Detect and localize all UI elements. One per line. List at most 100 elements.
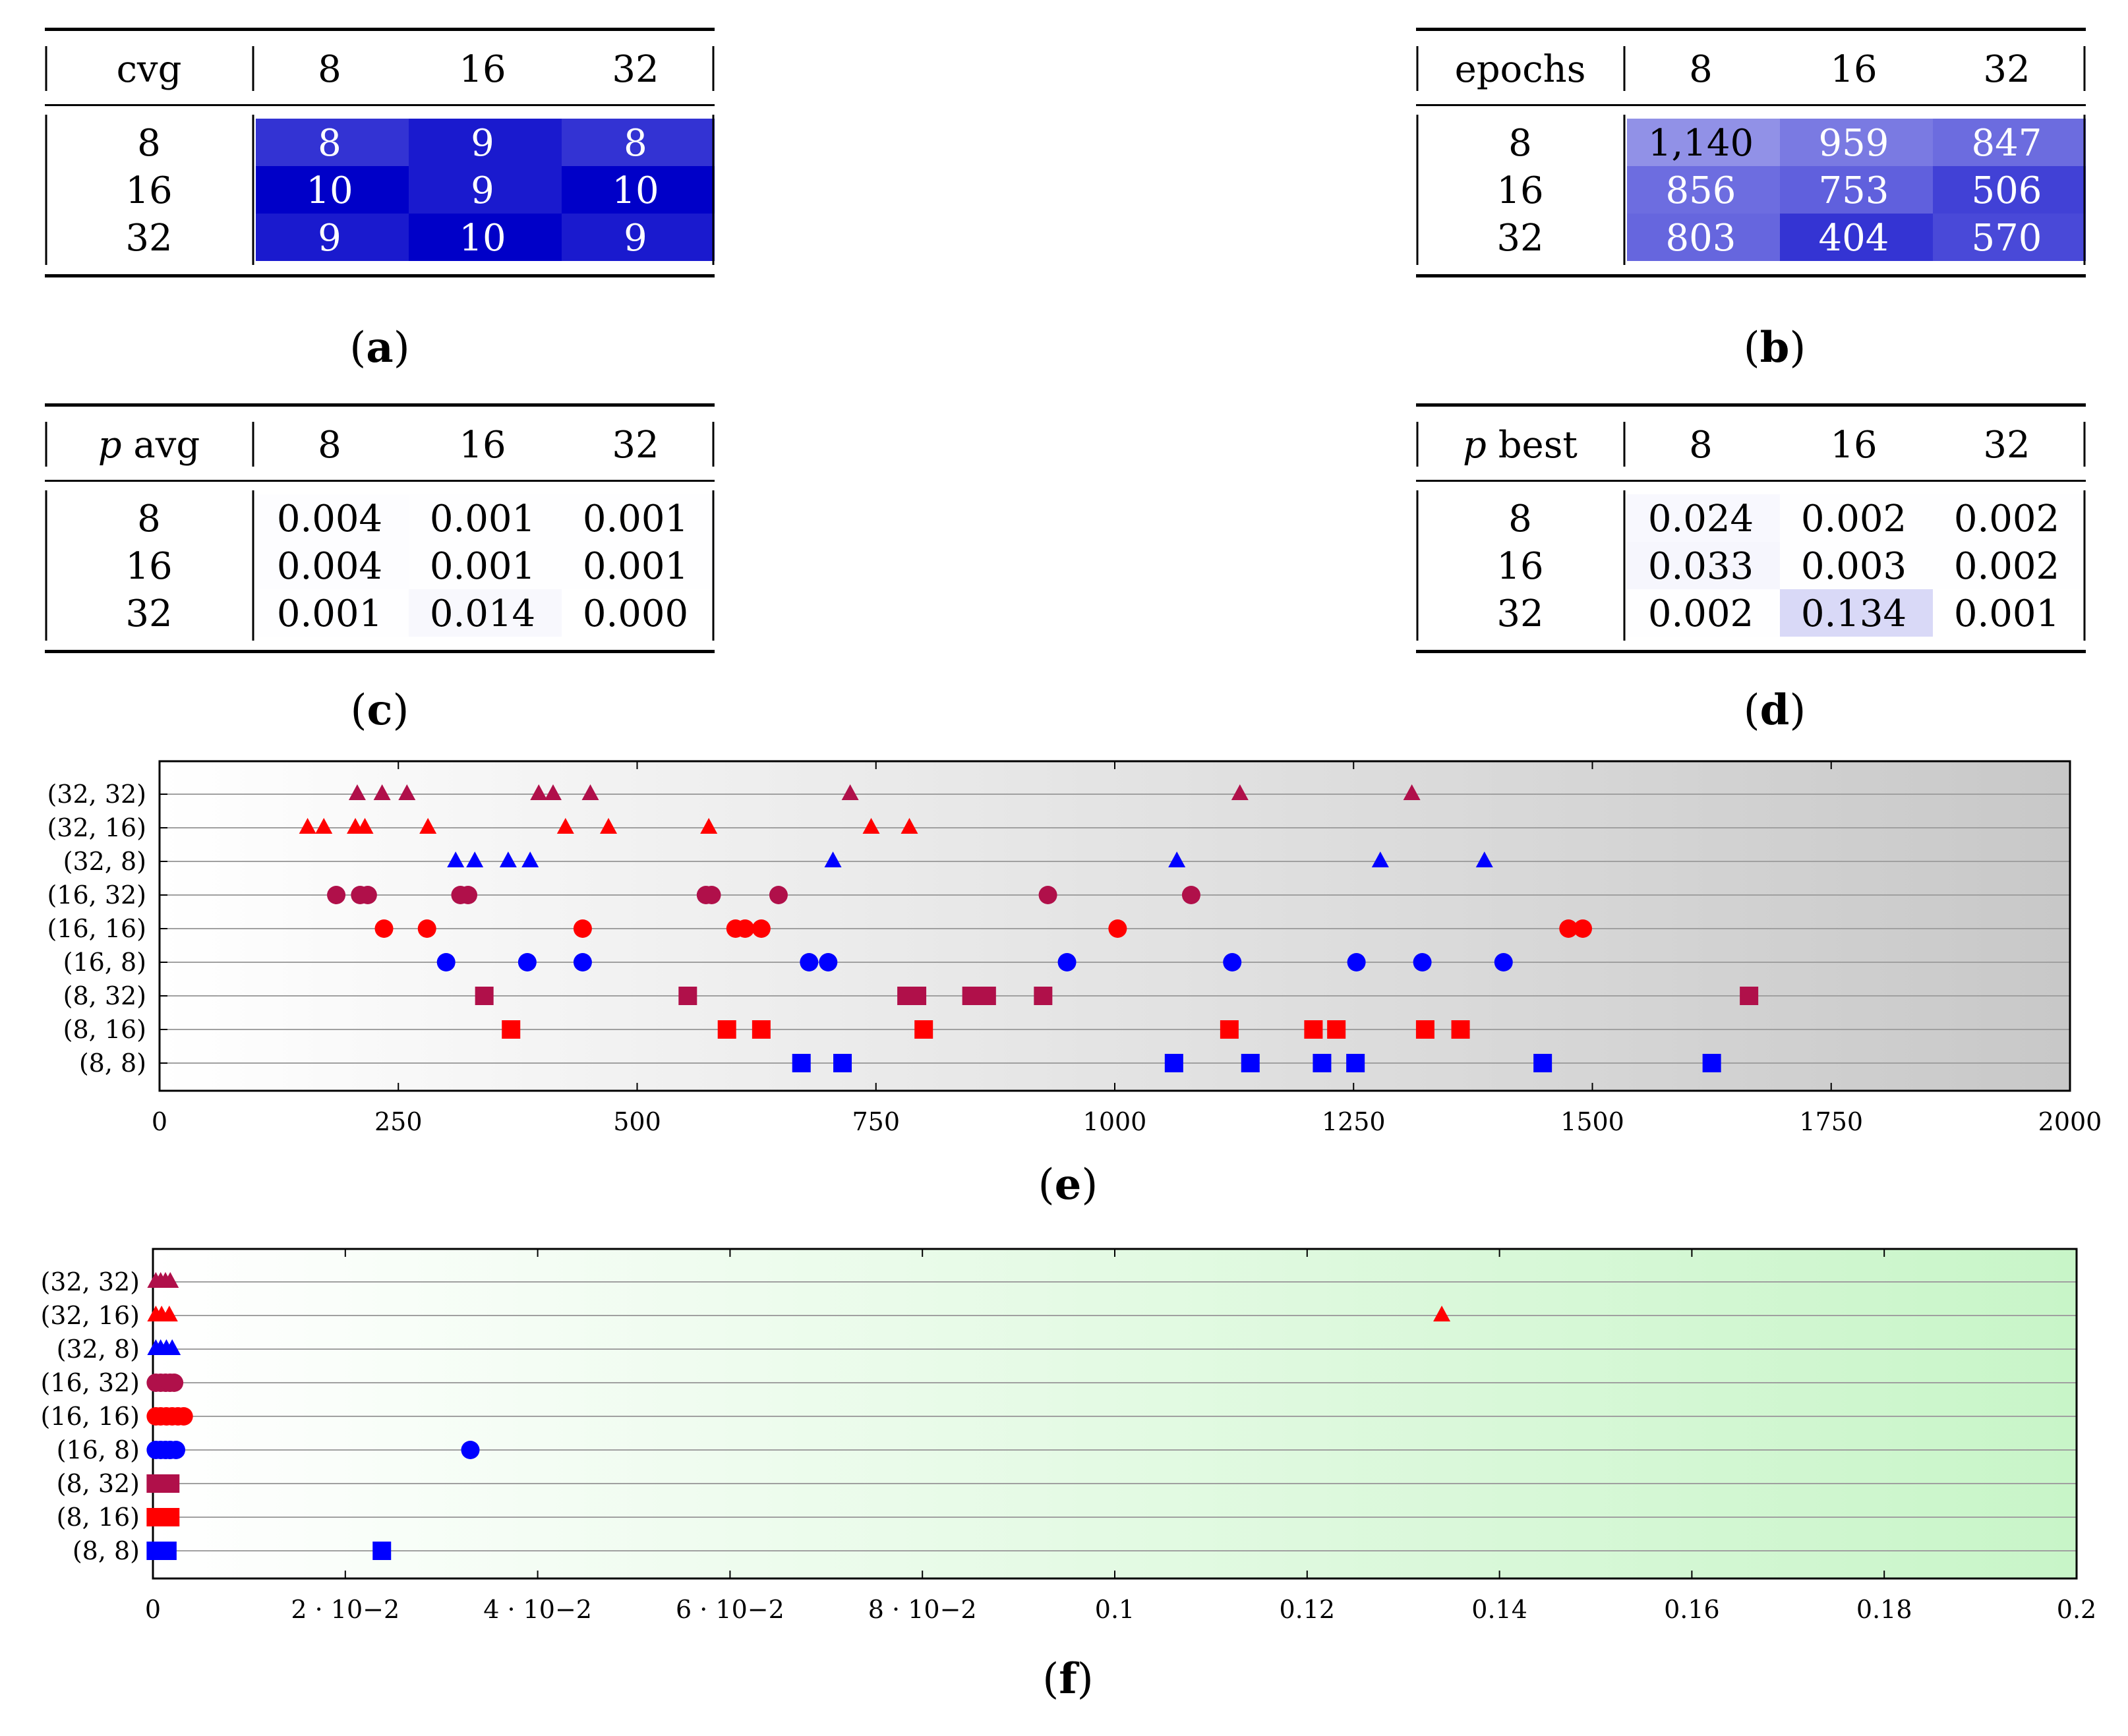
- marker-triangle: [356, 818, 374, 834]
- table-row-header: 16: [125, 169, 172, 212]
- y-tick-label: (32, 16): [40, 1301, 140, 1330]
- table-col-header: 8: [318, 48, 341, 91]
- table-cell: 404: [1819, 217, 1889, 260]
- x-tick-label: 750: [852, 1107, 900, 1136]
- marker-circle: [1559, 919, 1578, 938]
- y-tick-label: (32, 16): [47, 813, 146, 842]
- marker-circle: [374, 919, 394, 938]
- heat-cell: [256, 494, 409, 542]
- y-tick-label: (8, 16): [57, 1503, 140, 1532]
- heat-cell: [1780, 494, 1933, 542]
- table-bottom-rule: [45, 274, 715, 277]
- y-tick-label: (8, 16): [63, 1015, 146, 1044]
- heat-cell: [1780, 119, 1933, 166]
- marker-circle: [752, 919, 771, 938]
- table-corner-label: cvg: [117, 48, 182, 91]
- heat-cell: [562, 214, 715, 261]
- table-cell: 506: [1972, 169, 2042, 212]
- marker-circle: [358, 886, 377, 904]
- marker-square: [158, 1542, 177, 1560]
- table-row-header: 16: [125, 545, 172, 588]
- caption-a: (a): [349, 323, 410, 372]
- y-tick-label: (8, 8): [73, 1536, 140, 1565]
- table-cell: 0.000: [583, 593, 688, 635]
- scatter-plot-p: (32, 32) (32, 16) (32, 8) (16, 32) (16, 16) (…: [40, 1248, 2096, 1624]
- caption-f-letter: f: [1059, 1654, 1077, 1704]
- table-col-header: 32: [612, 424, 659, 467]
- marker-square: [372, 1542, 392, 1560]
- table-col-header: 16: [1830, 48, 1877, 91]
- table-cell: 847: [1972, 122, 2042, 165]
- marker-triangle: [556, 818, 574, 834]
- marker-triangle: [530, 784, 548, 800]
- table-cell: 9: [624, 217, 647, 260]
- heat-cell: [1933, 542, 2086, 589]
- marker-circle: [702, 886, 721, 904]
- heat-cell: [1627, 542, 1780, 589]
- table-cell: 0.033: [1648, 545, 1754, 588]
- x-tick-label: 0: [145, 1595, 161, 1624]
- corner-label-italic: p: [98, 424, 122, 467]
- caption-e: (e): [1038, 1160, 1098, 1209]
- marker-square: [1415, 1020, 1434, 1039]
- marker-square: [752, 1020, 771, 1039]
- marker-circle: [174, 1407, 193, 1426]
- heat-cell: [409, 542, 562, 589]
- heat-cell: [562, 119, 715, 166]
- marker-triangle: [299, 818, 316, 834]
- table-corner-label: p best: [1463, 424, 1578, 467]
- table-cell: 0.001: [583, 545, 688, 588]
- marker-triangle: [1475, 852, 1493, 867]
- table-cell: 0.002: [1648, 593, 1754, 635]
- heat-cell: [256, 542, 409, 589]
- table-c: p avg 8 16 32 8 0.004 0.001 0.001 16 0.004 0.001 0.…: [45, 402, 715, 678]
- marker-triangle: [163, 1339, 181, 1355]
- heat-cell: [1627, 166, 1780, 214]
- marker-triangle: [1231, 784, 1249, 800]
- table-cell: 856: [1666, 169, 1736, 212]
- plot-background: [153, 1249, 2077, 1578]
- marker-triangle: [1433, 1306, 1451, 1321]
- marker-circle: [800, 953, 819, 971]
- marker-square: [678, 987, 697, 1005]
- x-tick-label: 0.2: [2057, 1595, 2096, 1624]
- table-cell: 0.001: [277, 593, 382, 635]
- marker-circle: [1574, 919, 1593, 938]
- table-bottom-rule: [1416, 274, 2086, 277]
- heat-cell: [1780, 589, 1933, 637]
- table-cell: 0.014: [430, 593, 535, 635]
- y-tick-label: (8, 32): [57, 1469, 140, 1498]
- table-cell: 9: [318, 217, 341, 260]
- marker-triangle: [419, 818, 437, 834]
- marker-circle: [573, 919, 592, 938]
- x-tick-label: 1750: [1799, 1107, 1863, 1136]
- marker-circle: [573, 953, 592, 971]
- heat-cell: [562, 589, 715, 637]
- marker-circle: [1413, 953, 1432, 971]
- heat-cell: [409, 494, 562, 542]
- table-d: p best 8 16 32 8 0.024 0.002 0.002 16 0.033 0.003 0…: [1416, 402, 2086, 678]
- marker-triangle: [447, 852, 465, 867]
- marker-triangle: [499, 852, 517, 867]
- heat-cell: [1627, 214, 1780, 261]
- table-cell: 0.001: [1954, 593, 2059, 635]
- caption-b-letter: b: [1759, 323, 1790, 372]
- heat-cell: [1933, 589, 2086, 637]
- marker-triangle: [700, 818, 718, 834]
- marker-circle: [461, 1441, 480, 1459]
- x-tick-label: 0.18: [1856, 1595, 1912, 1624]
- marker-triangle: [160, 1306, 178, 1321]
- table-cell: 0.001: [430, 498, 535, 540]
- marker-circle: [1108, 919, 1127, 938]
- table-row-header: 32: [125, 217, 172, 260]
- heat-cell: [256, 214, 409, 261]
- y-tick-label: (32, 32): [47, 780, 146, 809]
- table-col-header: 16: [459, 424, 506, 467]
- table-mid-rule: [45, 104, 715, 106]
- x-tick-label: 6 · 10−2: [676, 1595, 784, 1624]
- caption-a-letter: a: [366, 323, 394, 372]
- x-tick-label: 2 · 10−2: [291, 1595, 399, 1624]
- marker-circle: [1038, 886, 1057, 904]
- x-tick-label: 0.12: [1279, 1595, 1335, 1624]
